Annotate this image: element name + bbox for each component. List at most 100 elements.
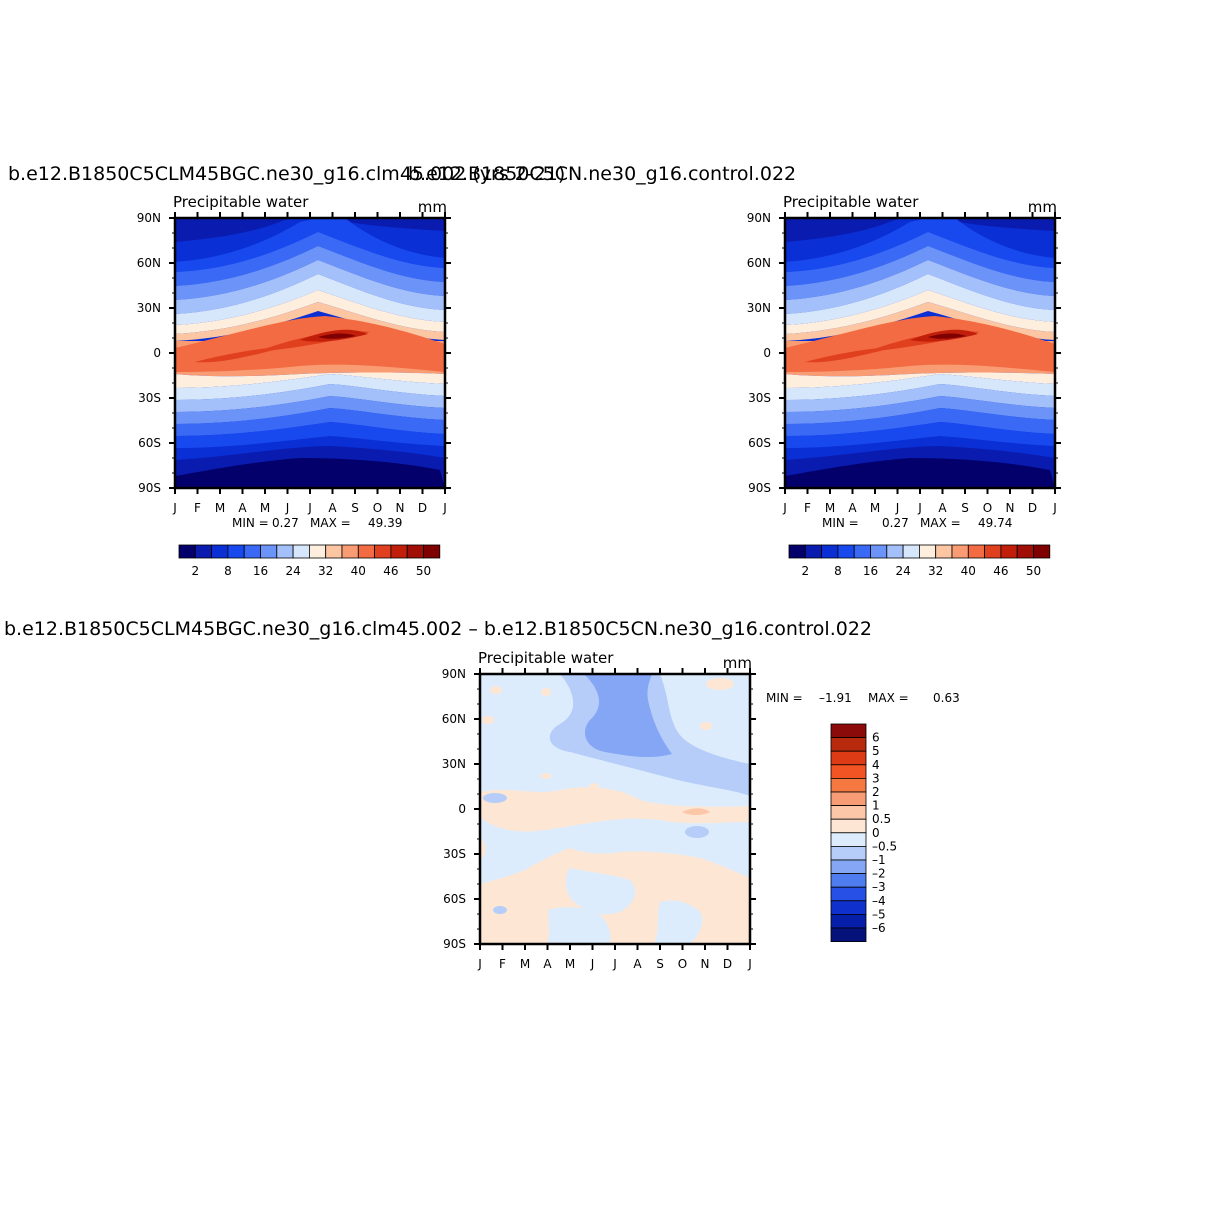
x-tick-label: J: [590, 957, 595, 971]
colorbar-swatch: [227, 544, 245, 559]
colorbar-swatch: [902, 544, 920, 559]
y-tick-label: 60S: [138, 436, 161, 450]
colorbar-swatch: [406, 544, 424, 559]
panel-b-contour-field: [785, 218, 1055, 488]
panel-c-left-label: Precipitable water: [478, 649, 614, 667]
colorbar-swatch: [830, 886, 867, 902]
panel-b-min-label: MIN =: [822, 516, 859, 530]
y-tick-label: 0: [458, 802, 466, 816]
x-tick-label: M: [215, 501, 225, 515]
colorbar-label: 8: [834, 564, 842, 578]
x-tick-label: N: [701, 957, 710, 971]
panel-a-min-value: 0.27: [272, 516, 299, 530]
x-tick-label: M: [260, 501, 270, 515]
panel-a-left-label: Precipitable water: [173, 193, 309, 211]
x-tick-label: J: [307, 501, 312, 515]
x-tick-label: J: [895, 501, 900, 515]
colorbar-swatch: [423, 544, 441, 559]
colorbar-swatch: [804, 544, 822, 559]
colorbar-swatch: [886, 544, 904, 559]
colorbar-label: 24: [285, 564, 300, 578]
colorbar-swatch: [830, 737, 867, 752]
colorbar-swatch: [1000, 544, 1018, 559]
colorbar-swatch: [870, 544, 888, 559]
y-tick-label: 30S: [748, 391, 771, 405]
colorbar-swatch: [260, 544, 278, 559]
colorbar-swatch: [194, 544, 213, 559]
colorbar-swatch: [919, 544, 937, 559]
y-tick-label: 30S: [443, 847, 466, 861]
colorbar-label: 46: [993, 564, 1008, 578]
colorbar-swatch: [830, 805, 867, 820]
colorbar-label: 16: [253, 564, 268, 578]
colorbar-label: –6: [872, 921, 886, 935]
x-tick-label: F: [499, 957, 506, 971]
colorbar-label: 2: [191, 564, 199, 578]
colorbar-label: 2: [801, 564, 809, 578]
y-tick-label: 60N: [442, 712, 466, 726]
colorbar-swatch: [830, 764, 867, 779]
panel-b-left-label: Precipitable water: [783, 193, 919, 211]
colorbar-label: 40: [961, 564, 976, 578]
colorbar-label: –2: [872, 867, 886, 881]
panel-a-units: mm: [418, 198, 447, 216]
colorbar-swatch: [830, 846, 867, 861]
y-tick-label: 90N: [137, 211, 161, 225]
colorbar-swatch: [830, 778, 867, 793]
x-tick-label: J: [782, 501, 787, 515]
colorbar-label: 16: [863, 564, 878, 578]
x-tick-label: J: [1052, 501, 1057, 515]
colorbar-label: –5: [872, 907, 886, 921]
colorbar-label: –1: [872, 853, 886, 867]
y-tick-label: 90N: [747, 211, 771, 225]
x-tick-label: J: [917, 501, 922, 515]
x-tick-label: J: [285, 501, 290, 515]
x-tick-label: J: [747, 957, 752, 971]
colorbar-swatch: [830, 832, 867, 847]
colorbar-label: 1: [872, 799, 880, 813]
y-tick-label: 90S: [138, 481, 161, 495]
x-tick-label: D: [1028, 501, 1037, 515]
colorbar-swatch: [830, 914, 867, 929]
colorbar-label: 8: [224, 564, 232, 578]
colorbar-swatch: [374, 544, 392, 559]
panel-b-title: b.e12.B1850C5CN.ne30_g16.control.022: [408, 163, 796, 185]
y-tick-label: 90N: [442, 667, 466, 681]
colorbar-swatch: [837, 544, 855, 559]
colorbar-swatch: [830, 791, 867, 807]
x-tick-label: S: [656, 957, 664, 971]
colorbar-swatch: [243, 544, 261, 559]
panel-a-contour-field: [175, 218, 445, 488]
x-tick-label: D: [723, 957, 732, 971]
panel-c-contour-field: [480, 674, 750, 944]
y-tick-label: 60N: [137, 256, 161, 270]
colorbar-label: 40: [351, 564, 366, 578]
colorbar-label: –0.5: [872, 839, 897, 853]
x-tick-label: S: [351, 501, 359, 515]
colorbar-label: 3: [872, 771, 880, 785]
colorbar-swatch: [830, 723, 867, 739]
x-tick-label: N: [396, 501, 405, 515]
colorbar-swatch: [357, 544, 375, 559]
colorbar-swatch: [984, 544, 1002, 559]
colorbar-label: 50: [1026, 564, 1041, 578]
colorbar-label: 5: [872, 744, 880, 758]
x-tick-label: J: [477, 957, 482, 971]
x-tick-label: D: [418, 501, 427, 515]
colorbar-swatch: [830, 859, 867, 875]
colorbar-label: 32: [318, 564, 333, 578]
panel-c-max-label: MAX =: [868, 691, 909, 705]
colorbar-label: 0.5: [872, 812, 891, 826]
colorbar-swatch: [830, 818, 867, 834]
y-tick-label: 0: [153, 346, 161, 360]
panel-c-max-value: 0.63: [933, 691, 960, 705]
x-tick-label: M: [565, 957, 575, 971]
colorbar-swatch: [830, 900, 867, 915]
colorbar-label: 0: [872, 826, 880, 840]
x-tick-label: M: [825, 501, 835, 515]
x-tick-label: F: [804, 501, 811, 515]
x-tick-label: A: [238, 501, 247, 515]
colorbar-swatch: [1016, 544, 1034, 559]
colorbar-swatch: [967, 544, 985, 559]
